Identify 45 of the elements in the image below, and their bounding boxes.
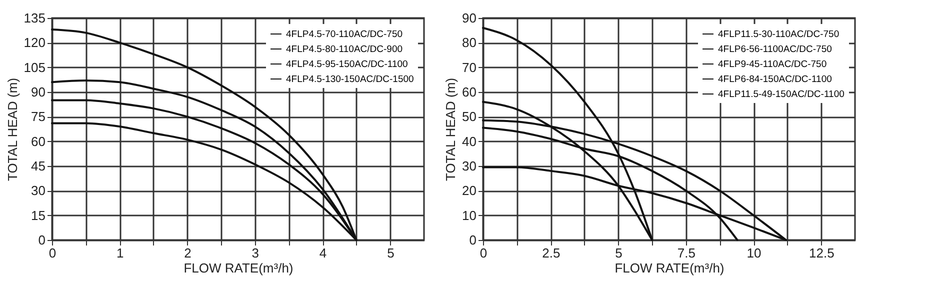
y-tick-label: 0 <box>38 232 46 248</box>
legend-label: 4FLP9-45-110AC/DC-750 <box>718 59 827 70</box>
y-tick-label: 0 <box>469 232 476 248</box>
y-tick-label: 30 <box>462 158 476 174</box>
y-tick-label: 60 <box>462 84 476 100</box>
y-tick-label: 15 <box>31 208 46 223</box>
legend-label: 4FLP6-84-150AC/DC-1100 <box>718 74 832 85</box>
y-tick-label: 20 <box>462 183 476 198</box>
x-tick-label: 10 <box>746 246 762 260</box>
y-tick-label: 30 <box>31 183 46 198</box>
x-tick-label: 3 <box>252 246 260 260</box>
y-tick-label: 120 <box>24 35 46 50</box>
legend-label: 4FLP4.5-80-110AC/DC-900 <box>286 44 403 55</box>
x-tick-label: 2 <box>184 246 192 260</box>
y-tick-label: 75 <box>31 109 46 124</box>
legend-label: 4FLP4.5-95-150AC/DC-1100 <box>286 59 408 70</box>
y-tick-label: 135 <box>24 10 46 26</box>
legend-label: 4FLP11.5-49-150AC/DC-1100 <box>718 89 844 100</box>
x-tick-label: 5 <box>615 246 622 260</box>
x-tick-label: 0 <box>480 246 488 260</box>
x-tick-label: 5 <box>387 246 394 260</box>
x-tick-label: 4 <box>319 246 327 260</box>
y-tick-label: 10 <box>462 208 476 223</box>
legend-label: 4FLP4.5-70-110AC/DC-750 <box>286 29 403 40</box>
x-tick-label: 1 <box>116 246 124 260</box>
y-tick-label: 40 <box>462 134 476 149</box>
x-tick-label: 7.5 <box>677 246 696 260</box>
y-tick-label: 90 <box>31 84 46 100</box>
x-tick-label: 2.5 <box>542 246 560 260</box>
y-tick-label: 105 <box>24 60 46 75</box>
x-axis-title: FLOW RATE(m³/h) <box>184 260 294 276</box>
y-tick-label: 50 <box>462 109 476 124</box>
legend-label: 4FLP11.5-30-110AC/DC-750 <box>718 29 840 40</box>
x-tick-label: 0 <box>48 246 56 260</box>
y-tick-label: 80 <box>462 35 476 50</box>
legend-label: 4FLP6-56-1100AC/DC-750 <box>718 44 832 55</box>
y-tick-label: 90 <box>462 10 476 26</box>
y-tick-label: 45 <box>31 158 46 174</box>
x-axis-title: FLOW RATE(m³/h) <box>614 260 724 276</box>
y-axis-title: TOTAL HEAD (m) <box>443 78 458 182</box>
y-tick-label: 70 <box>462 60 476 75</box>
y-axis-title: TOTAL HEAD (m) <box>4 78 20 182</box>
legend-label: 4FLP4.5-130-150AC/DC-1500 <box>286 74 414 85</box>
x-tick-label: 12.5 <box>809 246 834 260</box>
y-tick-label: 60 <box>31 134 46 149</box>
